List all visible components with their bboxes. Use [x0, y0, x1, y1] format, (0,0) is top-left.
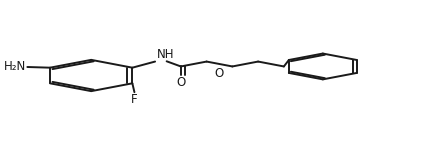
Text: O: O: [215, 67, 224, 80]
Text: NH: NH: [157, 48, 174, 61]
Text: F: F: [131, 93, 138, 106]
Text: O: O: [176, 76, 186, 89]
Text: H₂N: H₂N: [4, 61, 26, 74]
